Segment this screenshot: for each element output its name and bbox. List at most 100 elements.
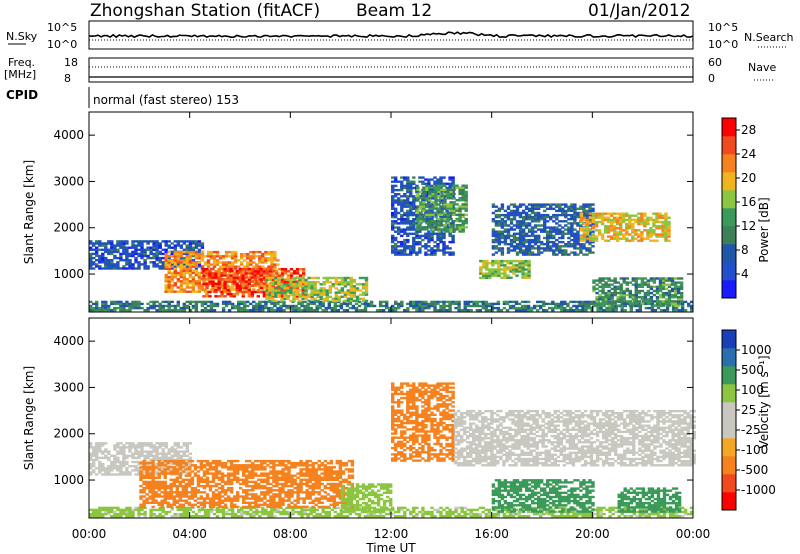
echo-cell	[590, 300, 594, 304]
echo-cell	[543, 247, 547, 250]
echo-cell	[280, 297, 284, 300]
echo-cell	[223, 278, 227, 281]
echo-cell	[406, 213, 410, 217]
echo-cell	[661, 283, 666, 286]
echo-cell	[182, 512, 186, 516]
echo-cell	[416, 194, 420, 198]
echo-cell	[555, 230, 559, 233]
echo-cell	[366, 512, 371, 516]
echo-cell	[419, 205, 423, 208]
echo-cell	[529, 306, 534, 310]
echo-cell	[573, 253, 577, 256]
echo-cell	[442, 197, 446, 200]
echo-cell	[664, 231, 668, 234]
echo-cell	[604, 281, 608, 284]
echo-cell	[437, 184, 441, 187]
echo-cell	[422, 205, 426, 208]
echo-cell	[406, 184, 410, 188]
echo-cell	[406, 209, 410, 213]
echo-cell	[509, 243, 514, 246]
echo-cell	[679, 300, 684, 303]
echo-cell	[217, 278, 221, 281]
echo-cell	[539, 306, 543, 310]
echo-cell	[394, 306, 398, 310]
echo-cell	[505, 309, 510, 312]
echo-cell	[155, 300, 159, 304]
echo-cell	[415, 306, 419, 310]
echo-cell	[610, 229, 614, 232]
echo-cell	[194, 253, 199, 256]
echo-cell	[149, 248, 153, 251]
echo-cell	[188, 248, 193, 251]
echo-cell	[206, 515, 211, 518]
freq-label: Freq.	[8, 56, 35, 69]
echo-cell	[566, 309, 570, 312]
echo-cell	[164, 263, 168, 266]
echo-cell	[400, 182, 404, 185]
echo-cell	[593, 300, 597, 304]
echo-cell	[545, 510, 549, 514]
echo-cell	[206, 263, 211, 266]
echo-cell	[601, 291, 605, 295]
echo-cell	[188, 263, 193, 266]
echo-cell	[164, 304, 168, 308]
echo-cell	[104, 248, 108, 251]
echo-cell	[176, 290, 180, 293]
echo-cell	[549, 240, 553, 244]
echo-cell	[409, 182, 413, 185]
echo-cell	[270, 265, 274, 268]
echo-cell	[340, 289, 345, 292]
echo-cell	[234, 253, 238, 256]
echo-cell	[227, 271, 232, 275]
echo-cell	[318, 304, 322, 308]
echo-cell	[226, 288, 230, 292]
echo-cell	[200, 300, 205, 304]
echo-cell	[451, 224, 455, 227]
echo-cell	[243, 309, 247, 312]
nave-label: Nave	[748, 61, 776, 74]
echo-cell	[176, 280, 180, 283]
echo-cell	[532, 512, 537, 516]
echo-cell	[319, 289, 323, 292]
echo-cell	[412, 203, 416, 206]
echo-cell	[134, 306, 138, 310]
echo-cell	[558, 232, 562, 235]
echo-cell	[500, 230, 505, 233]
echo-cell	[298, 281, 302, 284]
echo-cell	[616, 239, 620, 242]
echo-cell	[613, 212, 617, 215]
echo-cell	[125, 252, 129, 256]
echo-cell	[243, 253, 247, 256]
echo-cell	[212, 278, 217, 281]
echo-cell	[658, 302, 663, 305]
echo-cell	[466, 512, 470, 516]
echo-cell	[443, 224, 447, 227]
echo-cell	[212, 309, 217, 312]
echo-cell	[158, 250, 162, 254]
echo-cell	[518, 262, 522, 265]
echo-cell	[524, 268, 528, 271]
echo-cell	[128, 263, 132, 266]
echo-cell	[116, 506, 120, 510]
echo-cell	[200, 508, 205, 512]
echo-cell	[146, 242, 150, 245]
echo-cell	[262, 276, 267, 279]
echo-cell	[167, 288, 171, 291]
echo-cell	[451, 510, 455, 514]
echo-cell	[92, 458, 96, 462]
echo-cell	[613, 289, 617, 293]
echo-cell	[439, 178, 443, 181]
echo-cell	[578, 512, 582, 516]
echo-cell	[194, 280, 199, 283]
echo-cell	[425, 205, 429, 208]
echo-cell	[164, 257, 168, 260]
echo-cell	[176, 286, 180, 289]
echo-cell	[449, 190, 453, 194]
echo-cell	[403, 176, 407, 179]
echo-cell	[170, 290, 174, 293]
echo-cell	[215, 259, 220, 262]
echo-cell	[182, 265, 186, 268]
echo-cell	[397, 203, 401, 206]
echo-cell	[439, 510, 443, 514]
